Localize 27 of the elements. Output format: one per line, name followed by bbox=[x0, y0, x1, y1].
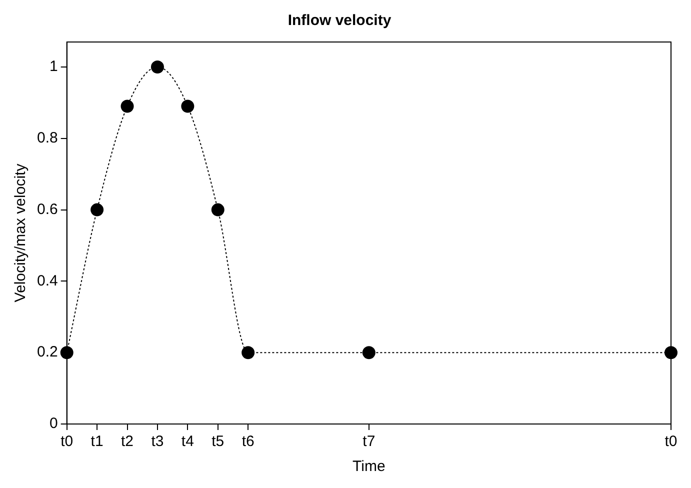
point bbox=[664, 346, 678, 360]
y-tick-label: 0.8 bbox=[36, 130, 58, 147]
x-tick-label: t6 bbox=[242, 433, 254, 450]
point bbox=[90, 203, 104, 216]
point bbox=[60, 346, 74, 360]
y-tick-label: 0.4 bbox=[36, 272, 58, 290]
point bbox=[242, 346, 255, 360]
x-axis-title: Time bbox=[352, 458, 386, 476]
point bbox=[211, 203, 224, 216]
point bbox=[362, 346, 376, 360]
x-tick-label: t7 bbox=[362, 433, 376, 450]
x-tick-label: t4 bbox=[181, 433, 194, 450]
x-tick-label: t3 bbox=[151, 433, 164, 450]
point bbox=[150, 60, 164, 74]
y-tick-label: 0.2 bbox=[36, 344, 58, 361]
x-tick-label: t5 bbox=[212, 433, 224, 450]
y-tick-label: 0 bbox=[50, 415, 58, 432]
chart-title: Inflow velocity bbox=[288, 12, 392, 30]
y-tick-label: 0.6 bbox=[36, 200, 58, 218]
y-axis-title: Velocity/max velocity bbox=[12, 163, 30, 302]
point bbox=[120, 100, 134, 113]
x-tick-label: t0 bbox=[60, 433, 74, 450]
x-tick-label: t2 bbox=[121, 433, 134, 450]
y-tick-label: 1 bbox=[50, 58, 58, 76]
x-tick-label: t1 bbox=[90, 433, 104, 450]
x-tick-label: t0 bbox=[664, 433, 678, 450]
point bbox=[181, 100, 194, 113]
